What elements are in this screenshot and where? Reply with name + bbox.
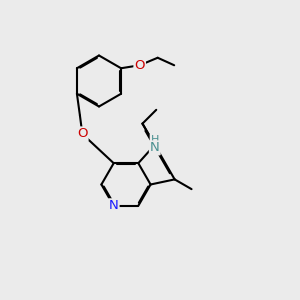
Text: H: H (151, 134, 159, 145)
Text: O: O (77, 128, 88, 140)
Text: N: N (109, 199, 118, 212)
Text: N: N (150, 141, 160, 154)
Text: O: O (134, 59, 145, 72)
